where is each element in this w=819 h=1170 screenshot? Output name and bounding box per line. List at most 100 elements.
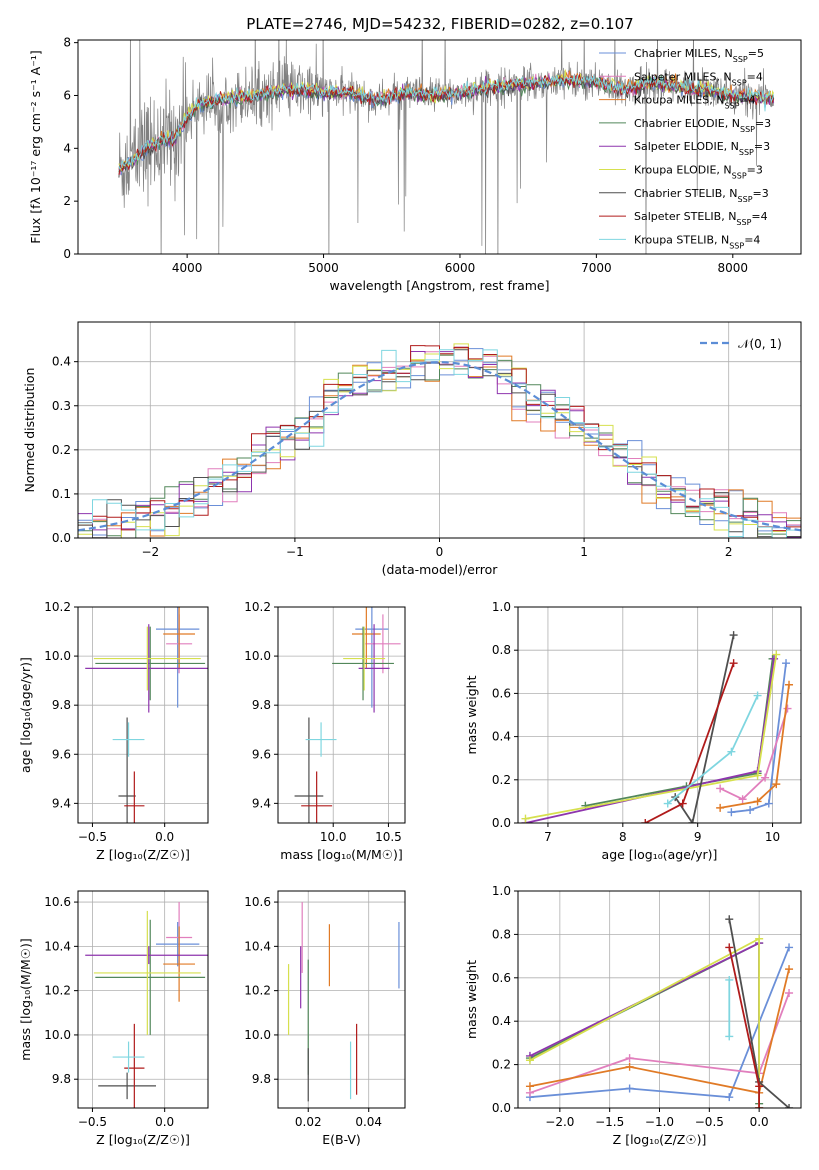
weight-marker bbox=[521, 814, 530, 823]
weight-marker bbox=[725, 1032, 734, 1041]
errorbar-point bbox=[118, 717, 136, 823]
weight-marker bbox=[725, 943, 734, 952]
y-tick-label: 10.6 bbox=[44, 895, 71, 909]
weight-marker bbox=[755, 1104, 764, 1108]
x-tick-label: −0.5 bbox=[695, 1115, 724, 1129]
y-tick-label: 0.0 bbox=[52, 531, 71, 545]
mass_vs_ebv-axes: 0.02 0.04 9.8 10.0 10.2 10.4 10.6 E(B-V) bbox=[244, 890, 406, 1147]
errorbar-point bbox=[163, 926, 195, 1002]
y-tick-label: 9.6 bbox=[252, 747, 271, 761]
x-tick-label: 0.0 bbox=[155, 830, 174, 844]
errorbar-point bbox=[124, 771, 145, 823]
errorbar-point bbox=[163, 607, 195, 669]
weight-marker bbox=[729, 631, 738, 640]
x-axis-label: wavelength [Angstrom, rest frame] bbox=[329, 278, 549, 293]
weight-marker bbox=[772, 650, 781, 659]
residuals-plot-area bbox=[78, 343, 801, 538]
y-tick-label: 0.3 bbox=[52, 399, 71, 413]
y-tick-label: 9.8 bbox=[252, 698, 271, 712]
weight-marker bbox=[783, 704, 792, 713]
x-tick-label: 8 bbox=[619, 830, 627, 844]
x-tick-label: −2 bbox=[141, 545, 159, 559]
axes-frame bbox=[77, 890, 209, 1109]
y-tick-label: 10.2 bbox=[244, 600, 271, 614]
errorbar-point bbox=[85, 624, 208, 713]
legend-entry: Chabrier STELIB, NSSP=3 bbox=[634, 187, 769, 204]
weight_vs_Z-plot-area bbox=[525, 915, 794, 1108]
errorbar-point bbox=[351, 607, 381, 669]
weight_vs_Z-axes: −2.0 −1.5 −1.0 −0.5 0.0 0.0 0.2 0.4 0.6 0.8 1.0 Z [… bbox=[464, 884, 802, 1147]
residual-legend: 𝒩(0, 1) bbox=[700, 337, 782, 351]
weight-marker bbox=[716, 803, 725, 812]
weight-series bbox=[663, 691, 762, 808]
y-tick-label: 1.0 bbox=[492, 600, 511, 614]
x-axis-label: Z [log₁₀(Z/Z☉)] bbox=[613, 1132, 707, 1147]
x-axis-label: Z [log₁₀(Z/Z☉)] bbox=[96, 1132, 190, 1147]
weight-marker bbox=[753, 691, 762, 700]
x-tick-label: 9 bbox=[694, 830, 702, 844]
y-tick-label: 0.4 bbox=[492, 730, 511, 744]
y-tick-label: 0.2 bbox=[492, 1058, 511, 1072]
x-tick-label: 1 bbox=[580, 545, 588, 559]
weight-marker bbox=[625, 1084, 634, 1093]
weight-marker bbox=[746, 806, 755, 815]
weight-line bbox=[529, 941, 760, 1108]
weight-marker bbox=[725, 915, 734, 924]
plots-layer: 4000 5000 6000 7000 8000 0 2 4 6 8 wavelength [Ang… bbox=[18, 36, 802, 1147]
x-tick-label: 2 bbox=[725, 545, 733, 559]
y-tick-label: 0.0 bbox=[492, 1101, 511, 1115]
x-tick-label: −2.0 bbox=[545, 1115, 574, 1129]
errorbar-point bbox=[156, 607, 200, 708]
weight-marker bbox=[625, 1054, 634, 1063]
spectrum-model-salpeter-elodie bbox=[118, 73, 775, 173]
weight-marker bbox=[753, 797, 762, 806]
weight-line bbox=[719, 684, 790, 809]
weight-marker bbox=[688, 819, 697, 823]
errorbar-point bbox=[156, 922, 200, 967]
y-tick-label: 10.2 bbox=[44, 984, 71, 998]
errorbar-point bbox=[332, 626, 394, 701]
weight-series bbox=[641, 659, 738, 823]
weight-marker bbox=[525, 1056, 534, 1065]
y-tick-label: 10.2 bbox=[44, 600, 71, 614]
y-tick-label: 10.0 bbox=[244, 649, 271, 663]
weight-marker bbox=[716, 784, 725, 793]
y-tick-label: 9.4 bbox=[252, 796, 271, 810]
axes-frame bbox=[517, 606, 802, 824]
histogram-chabrier-stelib bbox=[78, 349, 801, 538]
x-tick-label: 10 bbox=[765, 830, 780, 844]
y-tick-label: 1.0 bbox=[492, 884, 511, 898]
x-tick-label: 0.0 bbox=[750, 1115, 769, 1129]
age_vs_mass-plot-area bbox=[294, 607, 401, 823]
x-tick-label: 0.0 bbox=[155, 1115, 174, 1129]
weight-marker bbox=[725, 1093, 734, 1102]
figure-title: PLATE=2746, MJD=54232, FIBERID=0282, z=0… bbox=[246, 15, 633, 33]
y-tick-label: 9.8 bbox=[52, 698, 71, 712]
x-tick-label: 0 bbox=[436, 545, 444, 559]
weight-marker bbox=[782, 659, 791, 668]
x-tick-label: 10.0 bbox=[320, 830, 347, 844]
legend-entry: 𝒩(0, 1) bbox=[738, 337, 782, 351]
errorbar-point bbox=[343, 626, 386, 691]
weight-marker bbox=[727, 808, 736, 817]
y-tick-label: 10.4 bbox=[244, 939, 271, 953]
errorbar-point bbox=[112, 1041, 145, 1073]
y-tick-label: 0.4 bbox=[52, 355, 71, 369]
weight-line bbox=[731, 663, 787, 814]
x-tick-label: 0.04 bbox=[355, 1115, 382, 1129]
errorbar-point bbox=[98, 1072, 156, 1100]
y-tick-label: 2 bbox=[63, 194, 71, 208]
y-tick-label: 9.4 bbox=[52, 796, 71, 810]
y-tick-label: 10.0 bbox=[244, 1028, 271, 1042]
weight-line bbox=[719, 708, 789, 801]
axes-frame bbox=[77, 39, 802, 255]
mass_vs_ebv-plot-area bbox=[287, 902, 400, 1102]
y-tick-label: 0.0 bbox=[492, 816, 511, 830]
weight-series bbox=[521, 650, 781, 823]
y-tick-label: 0.8 bbox=[492, 927, 511, 941]
x-axis-label: age [log₁₀(age/yr)] bbox=[602, 847, 718, 862]
y-axis-label: Flux [fλ 10⁻¹⁷ erg cm⁻² s⁻¹ A⁻¹] bbox=[28, 50, 43, 243]
y-tick-label: 10.0 bbox=[44, 649, 71, 663]
normal-curve bbox=[78, 360, 801, 532]
